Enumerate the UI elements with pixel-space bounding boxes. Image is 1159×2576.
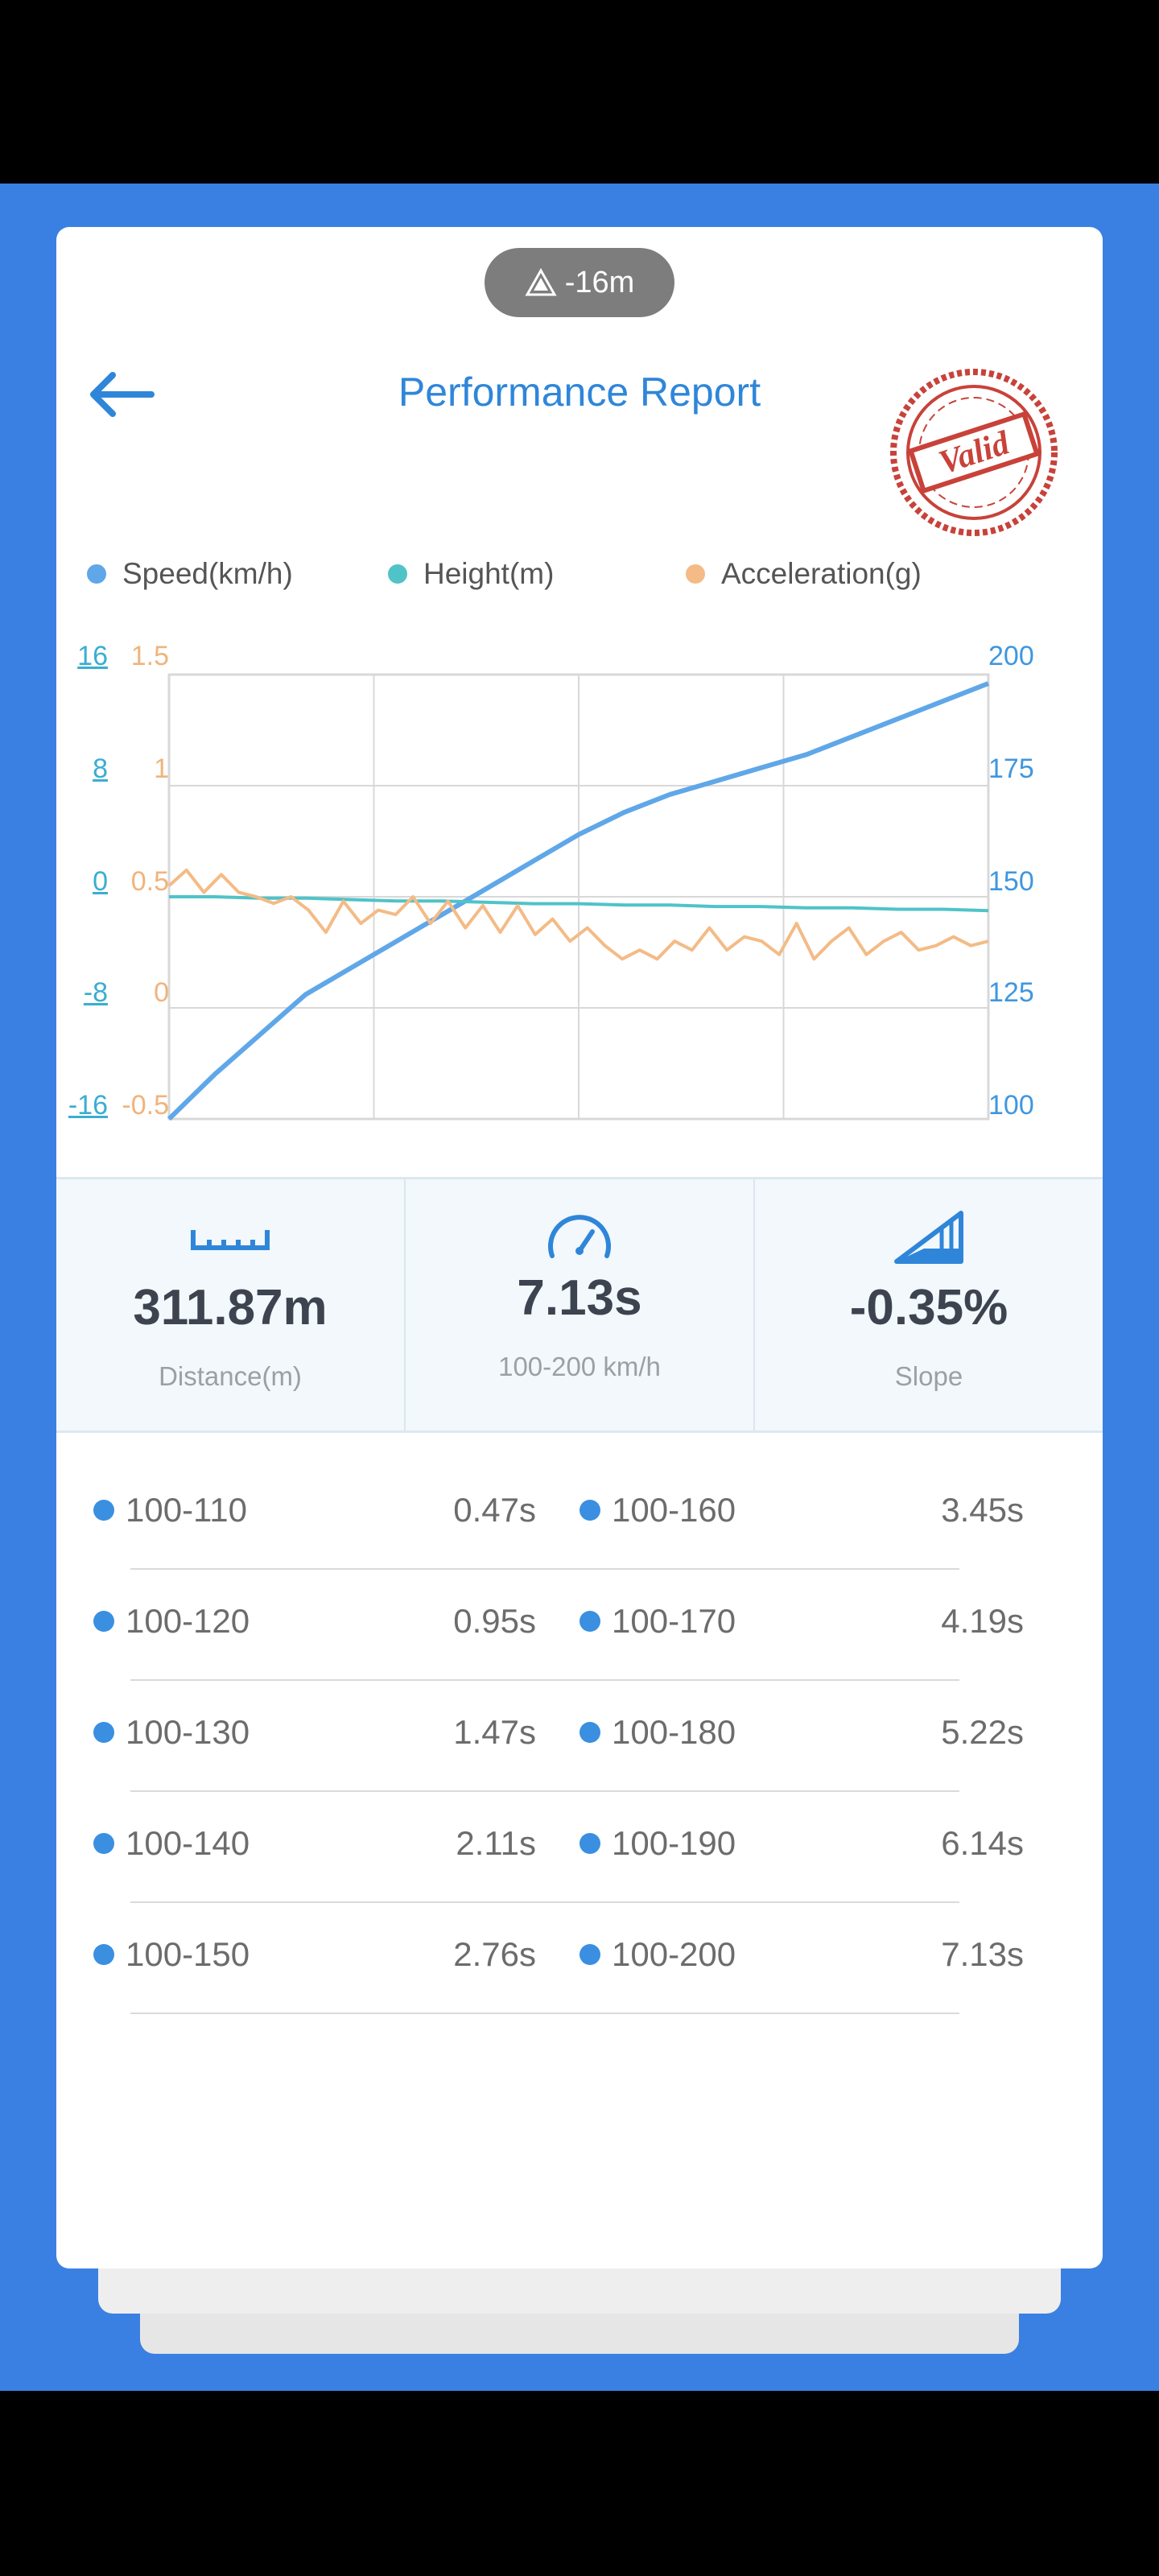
bullet-dot [93, 1611, 114, 1632]
stat-slope: -0.35% Slope [753, 1179, 1103, 1430]
series-line-height [169, 895, 989, 913]
split-time: 1.47s [453, 1713, 536, 1751]
slope-icon [894, 1211, 963, 1264]
legend-dot-height [388, 564, 407, 584]
legend-item-height: Height(m) [388, 557, 554, 591]
height-tick: 16 [77, 641, 108, 671]
chart-plot-area [167, 673, 990, 1121]
split-label: 100-120 [93, 1602, 250, 1641]
valid-stamp: Valid [890, 369, 1058, 536]
table-row: 100-140 2.11s 100-190 6.14s [56, 1792, 1103, 1903]
altitude-text: -16m [564, 265, 635, 299]
series-line-speed [167, 681, 990, 1121]
table-row: 100-110 0.47s 100-160 3.45s [56, 1459, 1103, 1570]
stat-acceleration-time: 7.13s 100-200 km/h [404, 1179, 753, 1430]
acceleration-time-value: 7.13s [517, 1270, 642, 1326]
split-time: 0.47s [453, 1491, 536, 1529]
accel-tick: 1 [154, 753, 169, 784]
chart-series [167, 681, 990, 1121]
split-label: 100-170 [580, 1602, 736, 1641]
accel-tick: 0.5 [130, 866, 169, 897]
slope-label: Slope [894, 1361, 963, 1391]
row-divider [130, 1679, 959, 1681]
split-label: 100-160 [580, 1491, 736, 1530]
split-time: 2.76s [453, 1935, 536, 1973]
row-divider [130, 1568, 959, 1570]
slope-value: -0.35% [849, 1280, 1008, 1335]
split-time: 2.11s [456, 1824, 536, 1862]
acceleration-time-label: 100-200 km/h [498, 1352, 661, 1381]
accel-tick: -0.5 [122, 1090, 169, 1121]
stats-panel: 311.87m Distance(m) 7.13s 100-200 km/h [56, 1177, 1103, 1433]
legend-label-speed: Speed(km/h) [122, 557, 293, 590]
speedometer-icon [548, 1215, 611, 1258]
speed-tick: 175 [988, 753, 1034, 784]
bullet-dot [580, 1500, 600, 1521]
bullet-dot [580, 1722, 600, 1743]
stat-distance: 311.87m Distance(m) [56, 1179, 404, 1430]
altitude-pill[interactable]: -16m [485, 248, 674, 317]
page-title: Performance Report [398, 369, 761, 415]
speed-tick: 150 [988, 866, 1034, 897]
accel-tick: 1.5 [130, 641, 169, 671]
split-label: 100-130 [93, 1713, 250, 1752]
bullet-dot [580, 1944, 600, 1965]
height-tick: 8 [93, 753, 108, 784]
height-tick: 0 [93, 866, 108, 897]
series-line-accel [167, 868, 989, 961]
legend-label-acceleration: Acceleration(g) [721, 557, 922, 590]
height-tick: -16 [68, 1090, 108, 1121]
distance-label: Distance(m) [159, 1361, 302, 1391]
accel-tick: 0 [154, 977, 169, 1008]
elevation-triangle-icon [525, 268, 557, 296]
speed-tick: 125 [988, 977, 1034, 1008]
split-label: 100-140 [93, 1824, 250, 1863]
legend-dot-acceleration [686, 564, 705, 584]
split-label: 100-180 [580, 1713, 736, 1752]
bullet-dot [93, 1833, 114, 1854]
height-tick: -8 [83, 977, 108, 1008]
bullet-dot [580, 1611, 600, 1632]
back-arrow-icon [90, 372, 155, 417]
row-divider [130, 1790, 959, 1792]
bullet-dot [93, 1722, 114, 1743]
split-label: 100-110 [93, 1491, 247, 1530]
report-card: -16m Performance Report Valid Speed(km/h… [56, 227, 1103, 2268]
bullet-dot [580, 1833, 600, 1854]
table-row: 100-150 2.76s 100-200 7.13s [56, 1903, 1103, 2014]
split-time: 4.19s [941, 1602, 1024, 1640]
speed-tick: 200 [988, 641, 1034, 671]
split-time: 0.95s [453, 1602, 536, 1640]
back-button[interactable] [84, 362, 156, 427]
chart-grid [167, 673, 990, 1121]
split-time: 7.13s [941, 1935, 1024, 1973]
split-label: 100-200 [580, 1935, 736, 1974]
split-label: 100-190 [580, 1824, 736, 1863]
row-divider [130, 2013, 959, 2014]
bullet-dot [93, 1944, 114, 1965]
row-divider [130, 1901, 959, 1903]
split-time: 3.45s [941, 1491, 1024, 1529]
split-label: 100-150 [93, 1935, 250, 1974]
table-row: 100-120 0.95s 100-170 4.19s [56, 1570, 1103, 1681]
speed-tick: 100 [988, 1090, 1034, 1121]
bullet-dot [93, 1500, 114, 1521]
performance-chart [167, 673, 990, 1121]
legend-dot-speed [87, 564, 106, 584]
ruler-icon [191, 1230, 270, 1250]
distance-value: 311.87m [133, 1280, 328, 1335]
legend-item-acceleration: Acceleration(g) [686, 557, 922, 591]
split-time: 6.14s [941, 1824, 1024, 1862]
table-row: 100-130 1.47s 100-180 5.22s [56, 1681, 1103, 1792]
split-time: 5.22s [941, 1713, 1024, 1751]
legend-label-height: Height(m) [423, 557, 555, 590]
legend-item-speed: Speed(km/h) [87, 557, 293, 591]
